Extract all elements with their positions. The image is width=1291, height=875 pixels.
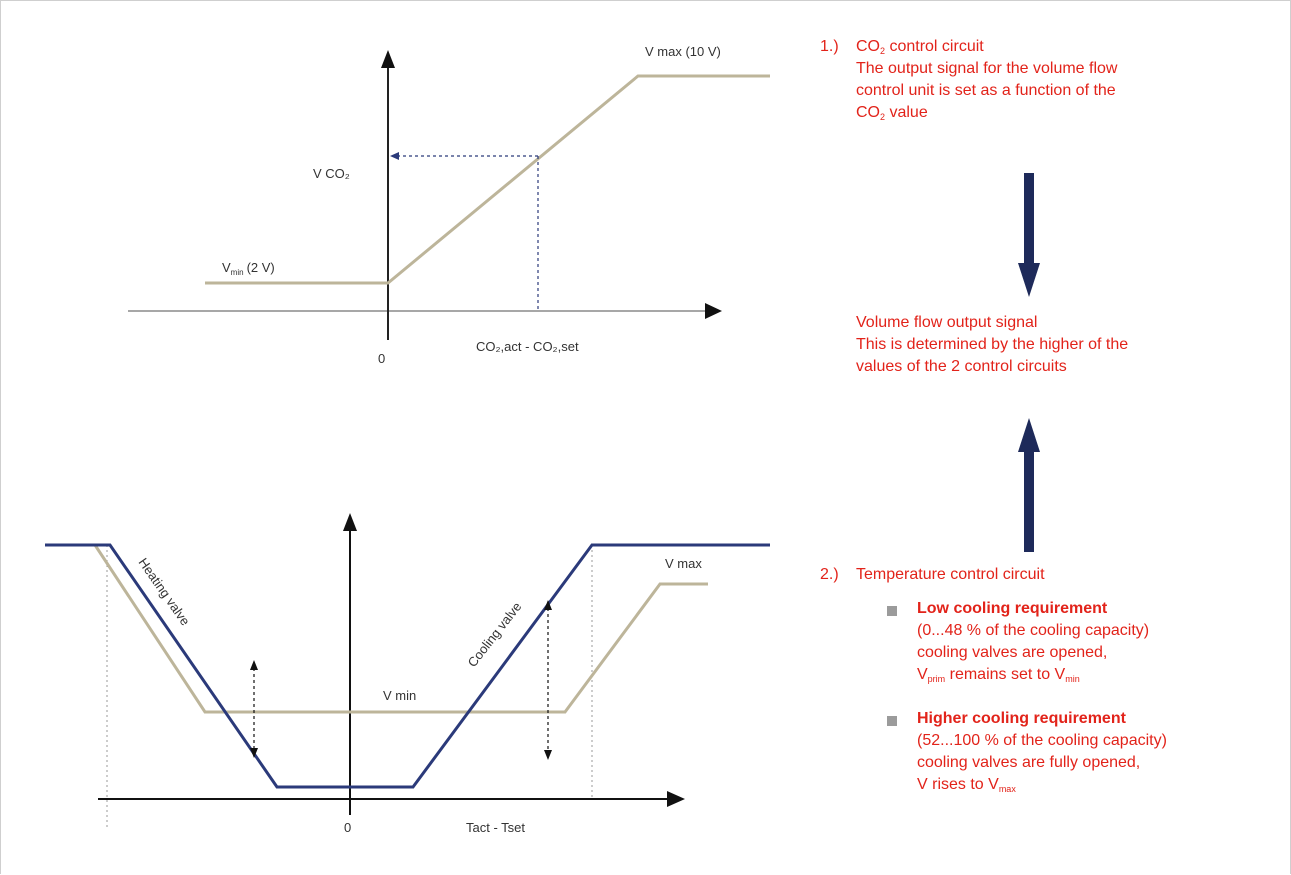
vmin-label-sub: min bbox=[231, 268, 244, 277]
bullet-low-line2: cooling valves are opened, bbox=[917, 644, 1108, 661]
down-arrow-shaft bbox=[1024, 173, 1034, 265]
x-axis-label: CO₂,act - CO₂,set bbox=[476, 339, 579, 354]
vmax-label: V max bbox=[665, 556, 702, 571]
vmin-label: Vmin (2 V) bbox=[222, 260, 275, 277]
explanation-panel: 1.) CO2 control circuit The output signa… bbox=[820, 36, 1280, 124]
x-axis-arrowhead bbox=[705, 303, 722, 319]
section1-number: 1.) bbox=[820, 38, 839, 55]
heating-range-arrow-down bbox=[250, 748, 258, 758]
x-axis-arrowhead bbox=[667, 791, 685, 807]
heating-range-arrow-up bbox=[250, 660, 258, 670]
bullet-high-cooling: Higher cooling requirement (52...100 % o… bbox=[917, 708, 1287, 796]
section1-title-sub: 2 bbox=[880, 46, 886, 56]
co2-control-diagram: V max (10 V) V CO₂ Vmin (2 V) 0 CO₂,act -… bbox=[128, 44, 770, 366]
vmax-label: V max (10 V) bbox=[645, 44, 721, 59]
temperature-control-diagram: Heating valve Cooling valve V max V min … bbox=[45, 513, 770, 835]
bullet-low-line3-b: remains set to V bbox=[945, 666, 1066, 683]
valve-curve bbox=[45, 543, 770, 789]
vmin-label-suffix: (2 V) bbox=[247, 260, 275, 275]
origin-label: 0 bbox=[344, 820, 351, 835]
bullet-marker-2 bbox=[887, 716, 897, 726]
vmin-label: V min bbox=[383, 688, 416, 703]
bullet-high-line2: cooling valves are fully opened, bbox=[917, 754, 1141, 771]
bullet-high-line1: (52...100 % of the cooling capacity) bbox=[917, 732, 1167, 749]
section1-title-post: control circuit bbox=[885, 38, 984, 55]
bullet-high-line3-a-sub: max bbox=[998, 784, 1016, 794]
bullet-low-line3: Vprim remains set to Vmin bbox=[917, 664, 1287, 686]
output-title: Volume flow output signal bbox=[856, 314, 1038, 331]
down-arrow-head bbox=[1018, 263, 1040, 297]
bullet-high-line3: V rises to Vmax bbox=[917, 774, 1287, 796]
bullet-marker-1 bbox=[887, 606, 897, 616]
bullet-low-title: Low cooling requirement bbox=[917, 600, 1108, 617]
bullet-low-line1: (0...48 % of the cooling capacity) bbox=[917, 622, 1150, 639]
bullet-low-line3-a: V bbox=[917, 666, 928, 683]
section1-desc-line3-sub: 2 bbox=[880, 112, 886, 122]
vco2-guide-arrowhead bbox=[390, 152, 399, 160]
section1-title: CO2 control circuit bbox=[856, 36, 984, 58]
up-arrow-shaft bbox=[1024, 450, 1034, 552]
section1-heading: 1.) CO2 control circuit bbox=[820, 36, 1280, 58]
bullet-low-line3-b-sub: min bbox=[1065, 674, 1080, 684]
section1-desc-line3-pre: CO bbox=[856, 104, 880, 121]
vmin-label-v: V bbox=[222, 260, 231, 275]
section2-title: Temperature control circuit bbox=[856, 566, 1045, 583]
section1-desc-line3-post: value bbox=[885, 104, 928, 121]
section1-desc-line1: The output signal for the volume flow bbox=[856, 60, 1118, 77]
section2-heading: 2.) Temperature control circuit bbox=[820, 564, 1280, 586]
volume-flow-curve bbox=[93, 544, 708, 714]
output-content: Volume flow output signal This is determ… bbox=[820, 312, 1280, 378]
origin-label: 0 bbox=[378, 351, 385, 366]
x-axis-label: Tact - Tset bbox=[466, 820, 525, 835]
volume-flow-curve bbox=[205, 74, 770, 285]
vco2-label: V CO₂ bbox=[313, 166, 350, 181]
section1-title-pre: CO bbox=[856, 38, 880, 55]
section2-number: 2.) bbox=[820, 566, 839, 583]
output-desc-line2: values of the 2 control circuits bbox=[856, 358, 1067, 375]
bullet-low-cooling: Low cooling requirement (0...48 % of the… bbox=[917, 598, 1287, 686]
output-desc-line1: This is determined by the higher of the bbox=[856, 336, 1129, 353]
cooling-valve-label: Cooling valve bbox=[465, 599, 525, 670]
section1-desc-line3: CO2 value bbox=[856, 102, 1280, 124]
y-axis-arrowhead bbox=[381, 50, 395, 68]
bullet-low-line3-a-sub: prim bbox=[927, 674, 946, 684]
section2-block: 2.) Temperature control circuit bbox=[820, 564, 1280, 586]
output-block: Volume flow output signal This is determ… bbox=[820, 312, 1280, 378]
section1-description: The output signal for the volume flow co… bbox=[820, 58, 1280, 124]
bullet-high-title: Higher cooling requirement bbox=[917, 710, 1126, 727]
up-arrow-head bbox=[1018, 418, 1040, 452]
bullet-high-line3-a: V rises to V bbox=[917, 776, 999, 793]
cooling-range-arrow-down bbox=[544, 750, 552, 760]
cooling-range-arrow-up bbox=[544, 600, 552, 610]
section1-desc-line2: control unit is set as a function of the bbox=[856, 82, 1116, 99]
y-axis-arrowhead bbox=[343, 513, 357, 531]
